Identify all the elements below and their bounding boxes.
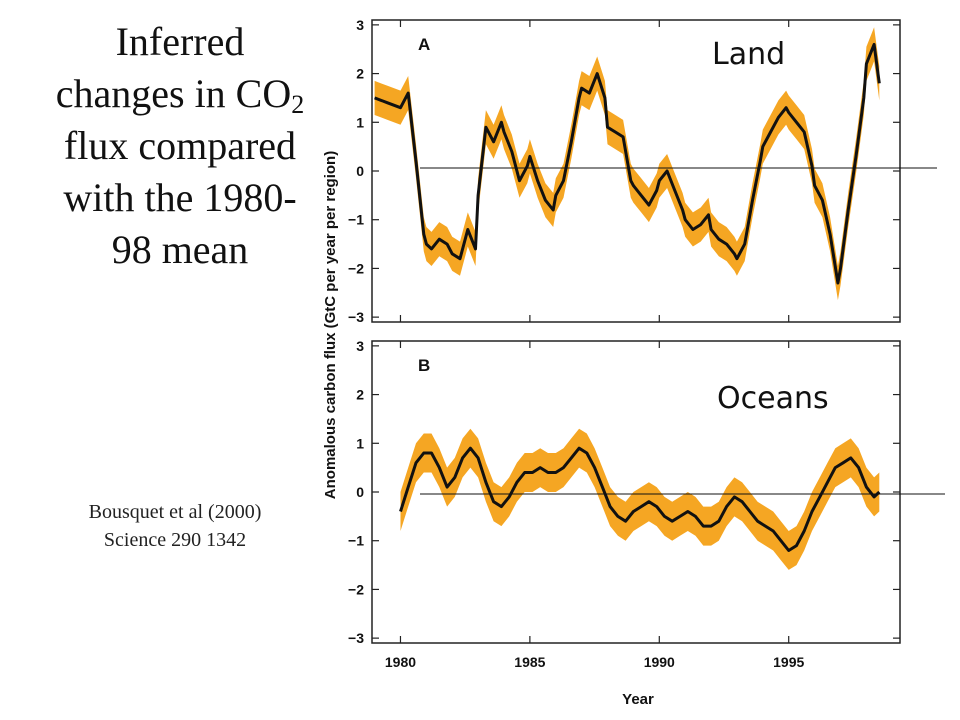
y-tick-label: 2	[356, 387, 364, 403]
citation: Bousquet et al (2000) Science 290 1342	[40, 498, 310, 554]
y-tick-label: −1	[348, 533, 364, 549]
y-tick-label: 3	[356, 17, 364, 33]
title-line-text: changes in CO	[55, 71, 292, 116]
mean-flux-line	[399, 446, 881, 552]
y-tick-label: −3	[348, 309, 364, 325]
title-subscript: 2	[291, 90, 305, 119]
y-tick-label: 1	[356, 435, 364, 451]
x-tick-label: 1985	[514, 654, 545, 670]
y-tick-label: −2	[348, 260, 364, 276]
y-tick-label: 3	[356, 338, 364, 354]
y-tick-label: 2	[356, 66, 364, 82]
y-axis-title: Anomalous carbon flux (GtC per year per …	[322, 151, 339, 499]
y-tick-label: 1	[356, 114, 364, 130]
mean-flux-line	[374, 42, 881, 285]
title-line: Inferred	[115, 19, 245, 64]
x-tick-label: 1995	[773, 654, 804, 670]
y-tick-label: −3	[348, 630, 364, 646]
title-line: flux compared	[63, 123, 297, 168]
y-tick-label: −2	[348, 581, 364, 597]
x-tick-label: 1980	[385, 654, 416, 670]
citation-journal: Science 290 1342	[103, 529, 247, 551]
panel-letter: A	[418, 35, 430, 54]
x-tick-label: 1990	[644, 654, 675, 670]
region-label: Land	[712, 37, 785, 72]
y-tick-label: 0	[356, 484, 364, 500]
y-tick-label: −1	[348, 212, 364, 228]
panel-frame	[371, 19, 901, 323]
slide-title: Inferred changes in CO2 flux compared wi…	[30, 16, 330, 276]
region-label: Oceans	[717, 381, 829, 416]
title-line: 98 mean	[111, 227, 249, 272]
title-line: with the 1980-	[63, 175, 297, 220]
y-tick-label: 0	[356, 163, 364, 179]
uncertainty-band	[400, 428, 880, 570]
panel-letter: B	[418, 356, 430, 375]
x-axis-title: Year	[622, 691, 654, 708]
title-line: changes in CO2	[30, 68, 330, 120]
citation-authors: Bousquet et al (2000)	[88, 501, 262, 523]
